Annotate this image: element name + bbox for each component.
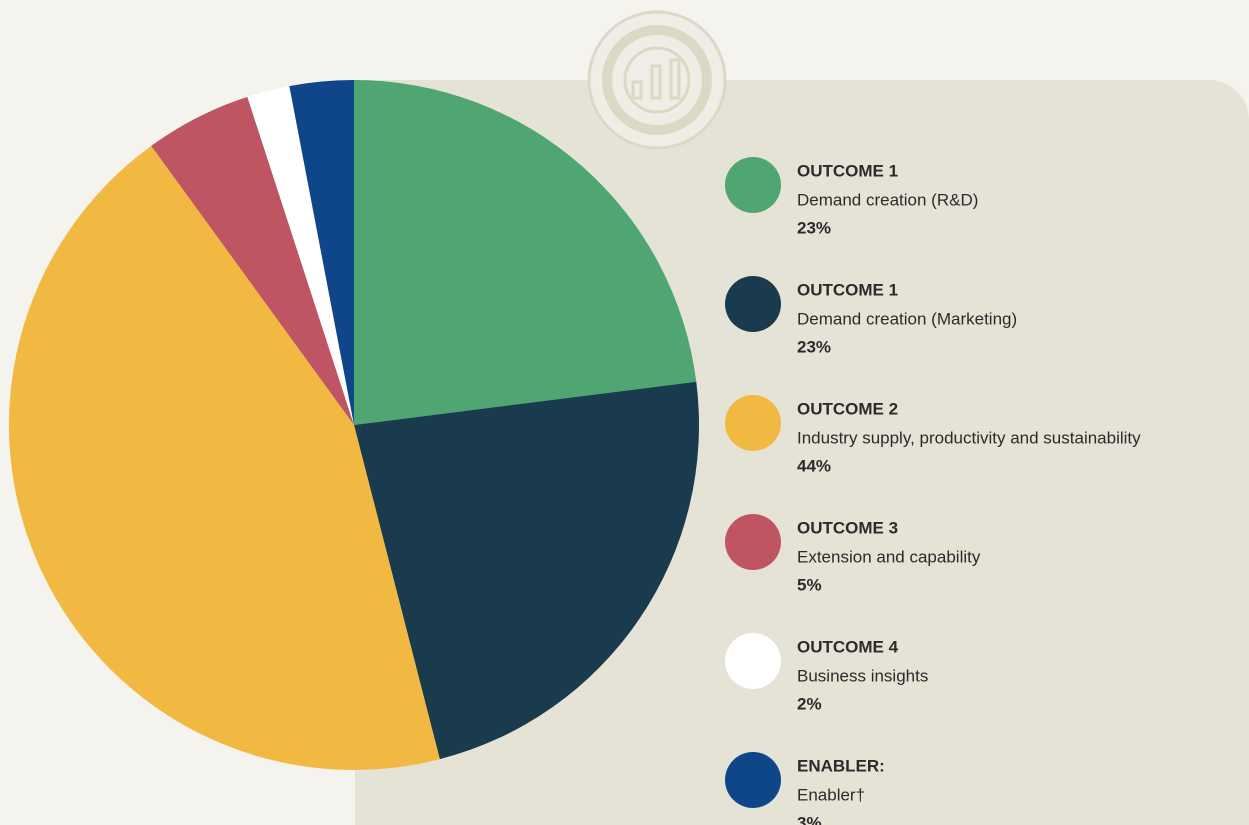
pie: [8, 80, 700, 770]
legend-value: 23%: [797, 337, 831, 356]
legend-label: Demand creation (R&D): [797, 190, 978, 209]
legend-value: 23%: [797, 218, 831, 237]
legend-swatch: [725, 633, 781, 689]
legend-swatch: [725, 157, 781, 213]
legend-swatch: [725, 752, 781, 808]
legend-group: ENABLER:: [797, 756, 885, 775]
pie-slice: [151, 96, 354, 425]
chart-icon: [587, 10, 727, 150]
pie-slice: [354, 381, 700, 760]
legend-group: OUTCOME 1: [797, 280, 898, 299]
legend-group: OUTCOME 4: [797, 637, 899, 656]
legend-label: Demand creation (Marketing): [797, 309, 1017, 328]
legend-group: OUTCOME 1: [797, 161, 898, 180]
legend-label: Enabler†: [797, 785, 865, 804]
legend-swatch: [725, 514, 781, 570]
pie-slice: [247, 86, 354, 425]
legend-value: 2%: [797, 694, 822, 713]
pie-slice: [354, 80, 697, 425]
legend-label: Business insights: [797, 666, 928, 685]
pie-slice: [289, 80, 354, 425]
pie-slice: [8, 145, 440, 770]
legend-value: 3%: [797, 813, 822, 825]
legend-label: Extension and capability: [797, 547, 981, 566]
legend-swatch: [725, 395, 781, 451]
legend-value: 44%: [797, 456, 831, 475]
legend-group: OUTCOME 3: [797, 518, 898, 537]
legend-label: Industry supply, productivity and sustai…: [797, 428, 1141, 447]
legend-group: OUTCOME 2: [797, 399, 898, 418]
legend-swatch: [725, 276, 781, 332]
legend: OUTCOME 1 Demand creation (R&D) 23% OUTCOME…: [725, 157, 1141, 825]
legend-value: 5%: [797, 575, 822, 594]
